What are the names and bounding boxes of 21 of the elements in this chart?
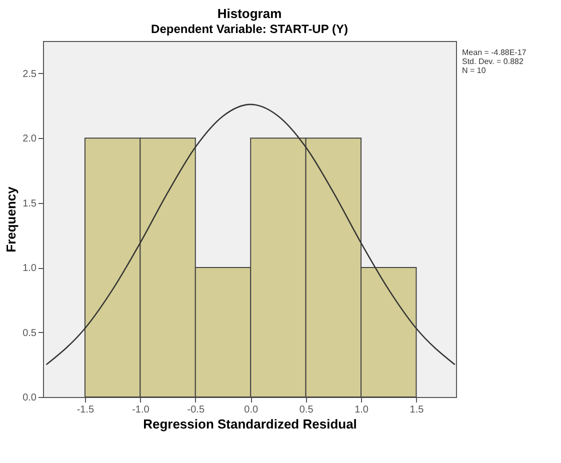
- text: Std. Dev. = 0.882: [462, 57, 524, 66]
- x-tick-label: 0.0: [244, 404, 258, 416]
- chart-title: Histogram: [217, 6, 282, 21]
- x-tick-label: 0.5: [299, 404, 314, 416]
- x-tick-label: -0.5: [187, 404, 205, 416]
- x-tick-label: 1.5: [410, 404, 424, 416]
- y-tick-label: 0.5: [22, 328, 37, 339]
- text: Mean = -4.88E-17: [462, 48, 527, 57]
- x-tick-label: -1.5: [76, 404, 95, 416]
- x-tick-label: 1.0: [354, 404, 369, 416]
- y-tick-label: 0.0: [22, 392, 37, 404]
- x-axis-title: Regression Standardized Residual: [143, 416, 357, 432]
- text: N = 10: [462, 66, 486, 75]
- y-axis-title: Frequency: [4, 186, 19, 252]
- line-series: [46, 104, 456, 366]
- chart-subtitle: Dependent Variable: START-UP (Y): [151, 22, 348, 36]
- y-tick-label: 2.5: [22, 68, 37, 80]
- x-tick-label: -1.0: [132, 404, 150, 416]
- y-tick-label: 2.0: [22, 134, 37, 145]
- y-tick-label: 1.0: [22, 263, 37, 274]
- y-tick-label: 1.5: [22, 198, 37, 210]
